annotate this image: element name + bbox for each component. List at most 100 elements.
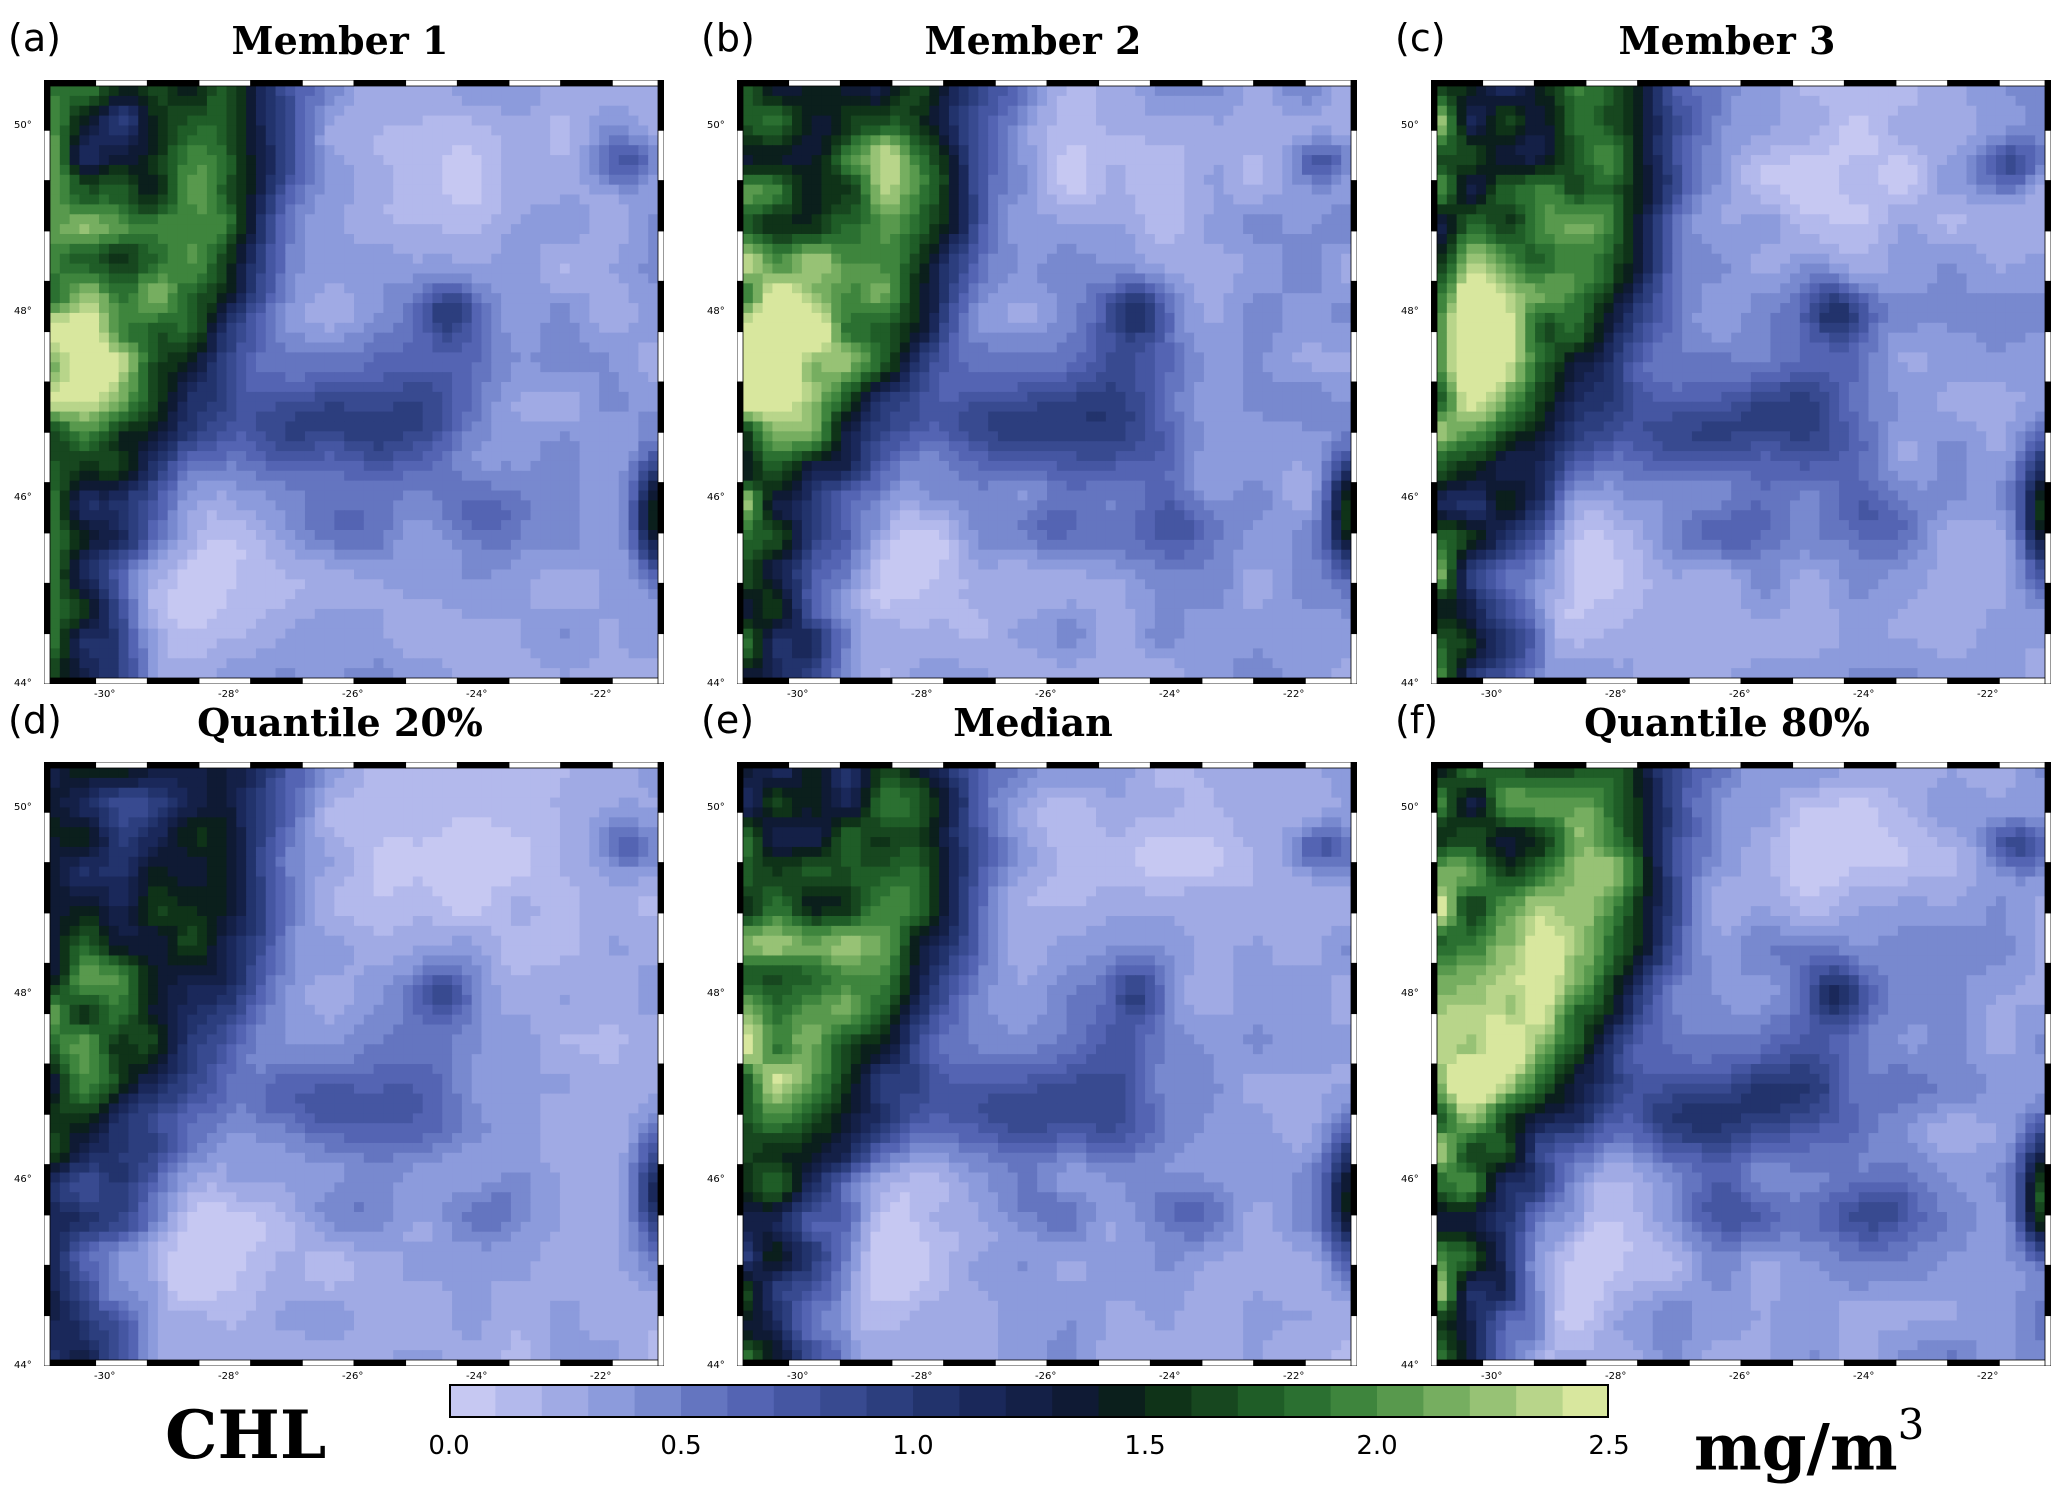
lon-tick-label: -24°: [1159, 1372, 1180, 1382]
lat-tick-label: 44°: [707, 679, 725, 689]
panel-tag: (b): [701, 18, 755, 58]
colorbar-swatch: [541, 1384, 589, 1418]
lon-tick-label: -30°: [787, 690, 808, 700]
lon-tick-label: -30°: [1481, 690, 1502, 700]
lon-tick-label: -28°: [911, 1372, 932, 1382]
colorbar-tick-label: 2.0: [1356, 1432, 1397, 1460]
lon-tick-label: -26°: [342, 1372, 363, 1382]
colorbar-swatch: [1052, 1384, 1100, 1418]
map-panel-d: (d) Quantile 20% 50° 48° 46° 44° -30° -28° -26…: [0, 700, 680, 1382]
colorbar-swatch: [1330, 1384, 1378, 1418]
chlorophyll-map: [737, 762, 1357, 1366]
lat-tick-label: 50°: [14, 803, 32, 813]
panel-title: Quantile 80%: [1387, 702, 2067, 744]
lat-tick-label: 48°: [707, 307, 725, 317]
chlorophyll-map: [1431, 80, 2051, 684]
lon-tick-label: -22°: [1283, 1372, 1304, 1382]
colorbar-swatch: [773, 1384, 821, 1418]
colorbar-swatch: [959, 1384, 1007, 1418]
colorbar-swatch: [1005, 1384, 1053, 1418]
colorbar-tick-label: 0.0: [428, 1432, 469, 1460]
lat-tick-label: 46°: [14, 493, 32, 503]
colorbar-swatch: [866, 1384, 914, 1418]
colorbar-swatch: [588, 1384, 636, 1418]
lat-tick-label: 44°: [1401, 1361, 1419, 1371]
lon-tick-label: -28°: [911, 690, 932, 700]
colorbar-tick-label: 2.5: [1588, 1432, 1629, 1460]
lat-tick-label: 44°: [1401, 679, 1419, 689]
chlorophyll-map: [44, 762, 664, 1366]
map-panel-e: (e) Median 50° 48° 46° 44° -30° -28° -26° -24° -…: [693, 700, 1373, 1382]
chlorophyll-map: [44, 80, 664, 684]
panel-title: Member 3: [1387, 20, 2067, 62]
lon-tick-label: -24°: [1159, 690, 1180, 700]
lon-tick-label: -26°: [1035, 690, 1056, 700]
lat-tick-label: 48°: [707, 989, 725, 999]
lon-tick-label: -22°: [590, 690, 611, 700]
colorbar-tick-label: 1.0: [892, 1432, 933, 1460]
chlorophyll-map: [1431, 762, 2051, 1366]
panel-title: Median: [693, 702, 1373, 744]
chlorophyll-map: [737, 80, 1357, 684]
lon-tick-label: -30°: [94, 690, 115, 700]
lon-tick-label: -28°: [218, 690, 239, 700]
lon-tick-label: -26°: [1729, 1372, 1750, 1382]
colorbar-swatch: [1377, 1384, 1424, 1418]
colorbar-tick-label: 1.5: [1124, 1432, 1165, 1460]
colorbar-swatch: [1191, 1384, 1239, 1418]
map-panel-a: (a) Member 1 50° 48° 46° 44° -30° -28° -26° -24…: [0, 18, 680, 700]
colorbar-swatch: [1237, 1384, 1285, 1418]
panel-tag: (f): [1395, 700, 1438, 740]
lat-tick-label: 46°: [707, 493, 725, 503]
lat-tick-label: 46°: [1401, 493, 1419, 503]
colorbar-swatch: [913, 1384, 960, 1418]
lat-tick-label: 44°: [14, 1361, 32, 1371]
lat-tick-label: 48°: [1401, 307, 1419, 317]
colorbar-swatch: [1098, 1384, 1146, 1418]
colorbar-swatch: [1145, 1384, 1192, 1418]
lon-tick-label: -22°: [1977, 690, 1998, 700]
lat-tick-label: 50°: [707, 803, 725, 813]
lat-tick-label: 46°: [14, 1175, 32, 1185]
lon-tick-label: -28°: [218, 1372, 239, 1382]
colorbar-swatch: [1516, 1384, 1564, 1418]
lon-tick-label: -26°: [342, 690, 363, 700]
lon-tick-label: -26°: [1035, 1372, 1056, 1382]
map-panel-b: (b) Member 2 50° 48° 46° 44° -30° -28° -26° -24…: [693, 18, 1373, 700]
colorbar-swatch: [1423, 1384, 1471, 1418]
lat-tick-label: 48°: [14, 307, 32, 317]
lon-tick-label: -30°: [1481, 1372, 1502, 1382]
lon-tick-label: -24°: [466, 1372, 487, 1382]
map-panel-c: (c) Member 3 50° 48° 46° 44° -30° -28° -26° -24…: [1387, 18, 2067, 700]
unit-label: mg/m3: [1694, 1398, 1924, 1483]
colorbar-swatch: [1469, 1384, 1517, 1418]
colorbar-swatch: [727, 1384, 775, 1418]
lat-tick-label: 46°: [1401, 1175, 1419, 1185]
lat-tick-label: 50°: [1401, 803, 1419, 813]
lon-tick-label: -22°: [1977, 1372, 1998, 1382]
lon-tick-label: -24°: [1853, 690, 1874, 700]
lat-tick-label: 50°: [1401, 121, 1419, 131]
colorbar-tick-label: 0.5: [660, 1432, 701, 1460]
lon-tick-label: -22°: [590, 1372, 611, 1382]
panel-title: Member 1: [0, 20, 680, 62]
panel-title: Member 2: [693, 20, 1373, 62]
colorbar: [449, 1384, 1609, 1418]
lon-tick-label: -24°: [1853, 1372, 1874, 1382]
colorbar-swatch: [1284, 1384, 1332, 1418]
panel-tag: (c): [1395, 18, 1446, 58]
panel-title: Quantile 20%: [0, 702, 680, 744]
colorbar-swatch: [1562, 1384, 1609, 1418]
lat-tick-label: 44°: [707, 1361, 725, 1371]
lon-tick-label: -22°: [1283, 690, 1304, 700]
lat-tick-label: 46°: [707, 1175, 725, 1185]
lat-tick-label: 44°: [14, 679, 32, 689]
lon-tick-label: -24°: [466, 690, 487, 700]
panel-tag: (d): [8, 700, 62, 740]
lon-tick-label: -30°: [94, 1372, 115, 1382]
colorbar-swatch: [820, 1384, 868, 1418]
variable-label: CHL: [165, 1400, 326, 1470]
panel-tag: (a): [8, 18, 61, 58]
lat-tick-label: 50°: [14, 121, 32, 131]
lat-tick-label: 48°: [1401, 989, 1419, 999]
